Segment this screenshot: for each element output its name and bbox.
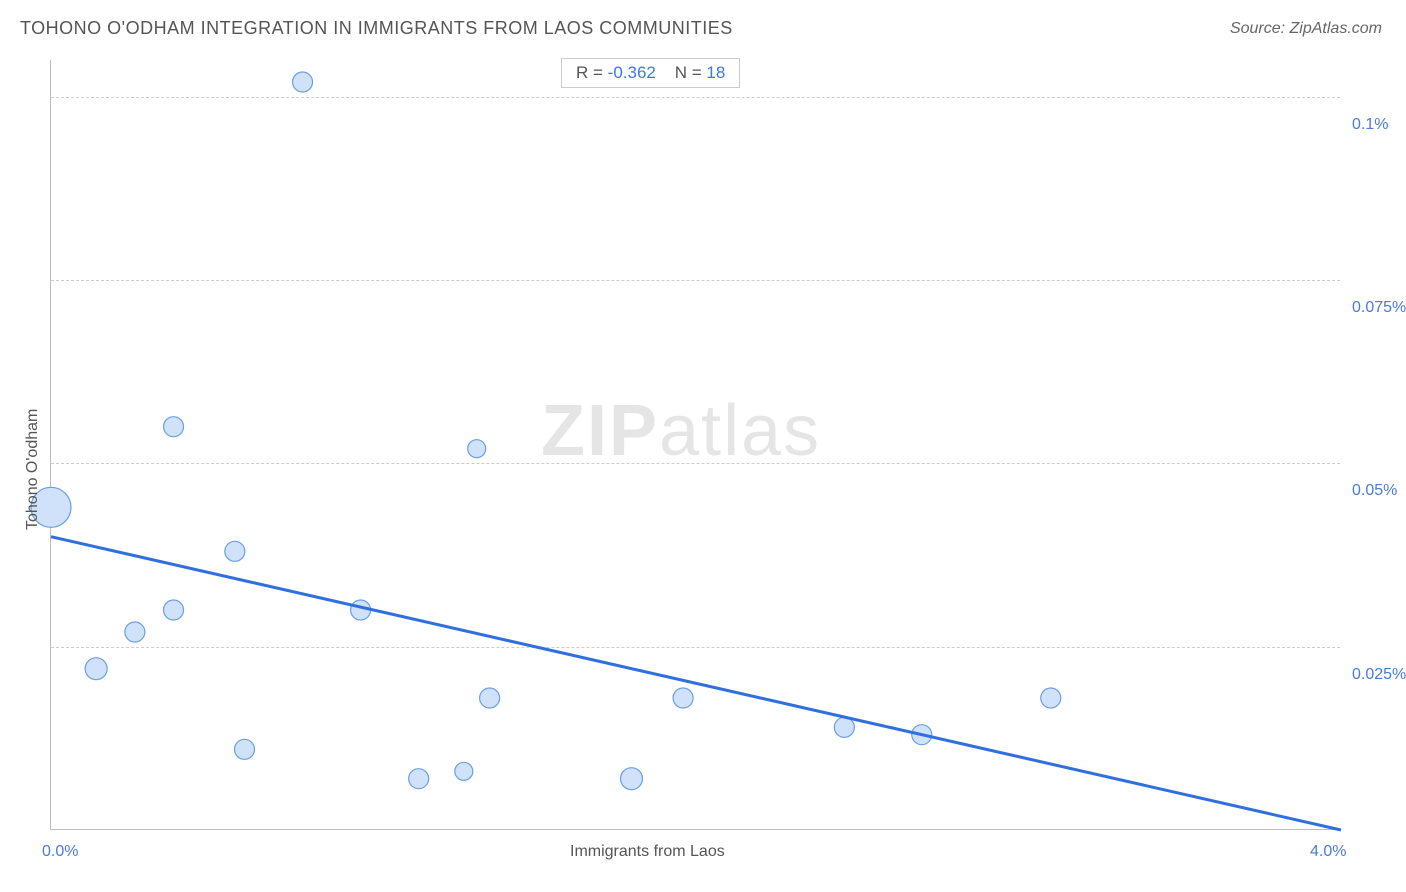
scatter-point (673, 688, 693, 708)
scatter-point (834, 717, 854, 737)
y-tick-label: 0.05% (1352, 482, 1397, 500)
plot-area: ZIPatlas R = -0.362 N = 18 (50, 60, 1340, 830)
scatter-point (293, 72, 313, 92)
source-prefix: Source: (1230, 20, 1290, 37)
y-tick-label: 0.025% (1352, 666, 1406, 684)
scatter-point (125, 622, 145, 642)
scatter-point (409, 769, 429, 789)
x-end-tick: 4.0% (1310, 843, 1346, 861)
y-axis-label: Tohono O'odham (24, 409, 42, 530)
scatter-point (621, 768, 643, 790)
x-start-tick: 0.0% (42, 843, 78, 861)
scatter-point (468, 440, 486, 458)
scatter-svg (51, 60, 1340, 829)
scatter-point (1041, 688, 1061, 708)
r-value: -0.362 (608, 63, 656, 82)
scatter-point (480, 688, 500, 708)
scatter-point (164, 417, 184, 437)
trend-line (51, 537, 1341, 830)
stats-box: R = -0.362 N = 18 (561, 58, 740, 88)
scatter-point (225, 541, 245, 561)
source-name: ZipAtlas.com (1290, 20, 1382, 37)
source-attribution: Source: ZipAtlas.com (1230, 20, 1382, 38)
y-tick-label: 0.075% (1352, 299, 1406, 317)
n-label: N = (675, 63, 707, 82)
r-label: R = (576, 63, 608, 82)
x-axis-label: Immigrants from Laos (570, 843, 725, 861)
n-value: 18 (706, 63, 725, 82)
scatter-point (164, 600, 184, 620)
y-tick-label: 0.1% (1352, 116, 1388, 134)
scatter-point (85, 658, 107, 680)
scatter-point (235, 739, 255, 759)
scatter-point (455, 762, 473, 780)
chart-title: TOHONO O'ODHAM INTEGRATION IN IMMIGRANTS… (20, 18, 733, 39)
